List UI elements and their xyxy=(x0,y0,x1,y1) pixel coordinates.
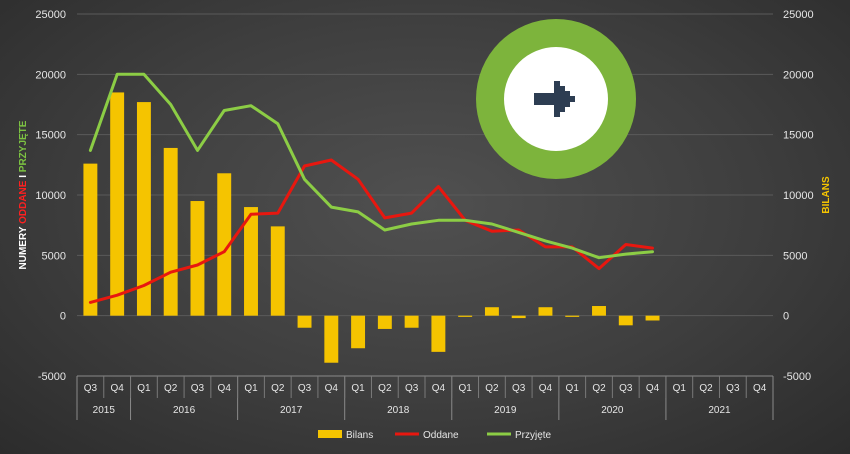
right-tick-label: 5000 xyxy=(783,250,807,262)
bilans-bar xyxy=(511,315,526,319)
bilans-bar xyxy=(163,147,178,316)
bilans-bar xyxy=(110,92,125,316)
quarter-label: Q3 xyxy=(512,383,526,394)
quarter-label: Q4 xyxy=(753,383,767,394)
quarter-label: Q4 xyxy=(325,383,339,394)
quarter-label: Q1 xyxy=(244,383,258,394)
right-axis-title: BILANS xyxy=(821,176,832,214)
right-tick-label: 20000 xyxy=(783,69,814,81)
bilans-bar xyxy=(458,315,473,317)
legend: Bilans Oddane Przyjęte xyxy=(318,430,552,441)
year-label: 2016 xyxy=(173,405,196,416)
left-axis-title-part: ODDANE xyxy=(18,180,29,224)
bilans-bar xyxy=(351,315,366,349)
left-tick-label: 25000 xyxy=(35,9,66,21)
legend-label: Przyjęte xyxy=(515,430,552,441)
right-tick-label: 15000 xyxy=(783,130,814,142)
left-axis-title: NUMERY ODDANE I PRZYJĘTE xyxy=(18,120,29,269)
bilans-bar xyxy=(484,307,499,316)
bilans-bar xyxy=(324,315,339,363)
quarter-label: Q2 xyxy=(592,383,606,394)
lines xyxy=(88,72,654,304)
legend-label: Oddane xyxy=(423,430,459,441)
left-tick-label: -5000 xyxy=(38,371,66,383)
quarter-label: Q3 xyxy=(619,383,633,394)
grid xyxy=(77,13,773,377)
year-label: 2019 xyxy=(494,405,517,416)
right-tick-label: 10000 xyxy=(783,190,814,202)
bilans-bar xyxy=(645,315,660,321)
left-tick-label: 15000 xyxy=(35,130,66,142)
bilans-bar xyxy=(538,307,553,316)
bilans-bar xyxy=(244,207,258,316)
quarter-label: Q1 xyxy=(566,383,580,394)
series-line-oddane xyxy=(88,158,654,304)
quarter-label: Q2 xyxy=(271,383,285,394)
bilans-bar xyxy=(592,306,606,316)
year-label: 2017 xyxy=(280,405,303,416)
bilans-bar xyxy=(377,315,392,329)
quarter-label: Q4 xyxy=(646,383,660,394)
right-axis-ticks: -5000 0 5000 10000 15000 20000 25000 xyxy=(783,9,814,383)
legend-swatch-bilans xyxy=(318,430,342,438)
quarter-label: Q1 xyxy=(137,383,151,394)
year-label: 2018 xyxy=(387,405,410,416)
quarter-label: Q4 xyxy=(432,383,446,394)
quarter-label: Q2 xyxy=(485,383,499,394)
category-axis: Q3 Q4 Q1 Q2 Q3 Q4 Q1 Q2 Q3 Q4 Q1 Q2 Q3 Q4 Q1 Q2 Q3 Q4 Q1 Q2… xyxy=(76,375,774,420)
quarter-label: Q3 xyxy=(84,383,98,394)
bilans-bar xyxy=(136,102,151,316)
bilans-bar xyxy=(618,315,633,326)
year-label: 2020 xyxy=(601,405,624,416)
bilans-bar xyxy=(297,315,312,328)
bilans-bar xyxy=(83,163,98,316)
left-axis-ticks: -5000 0 5000 10000 15000 20000 25000 xyxy=(35,9,66,383)
arrow-right-icon xyxy=(534,81,575,117)
bilans-bar xyxy=(431,315,446,352)
bilans-bar xyxy=(270,226,285,316)
legend-label: Bilans xyxy=(346,430,373,441)
left-tick-label: 20000 xyxy=(35,69,66,81)
quarter-label: Q3 xyxy=(405,383,419,394)
quarter-label: Q1 xyxy=(673,383,687,394)
bilans-bars xyxy=(83,92,660,363)
left-tick-label: 0 xyxy=(60,311,66,323)
quarter-label: Q4 xyxy=(218,383,232,394)
quarter-label: Q3 xyxy=(726,383,740,394)
right-tick-label: -5000 xyxy=(783,371,811,383)
left-tick-label: 5000 xyxy=(42,250,66,262)
bilans-bar xyxy=(404,315,419,328)
bilans-bar xyxy=(565,315,580,317)
left-axis-title-part: NUMERY xyxy=(18,224,29,270)
left-axis-title-part: I xyxy=(18,172,29,180)
quarter-label: Q2 xyxy=(164,383,178,394)
quarter-label: Q1 xyxy=(458,383,472,394)
quarter-label: Q4 xyxy=(110,383,124,394)
left-tick-label: 10000 xyxy=(35,190,66,202)
quarter-label: Q3 xyxy=(191,383,205,394)
year-label: 2021 xyxy=(708,405,731,416)
series-line-przyjęte xyxy=(88,72,654,260)
quarter-label: Q2 xyxy=(378,383,392,394)
bilans-bar xyxy=(190,201,205,316)
left-axis-title-part: PRZYJĘTE xyxy=(18,120,29,172)
year-label: 2015 xyxy=(93,405,116,416)
logo xyxy=(476,19,636,179)
quarter-label: Q1 xyxy=(351,383,365,394)
right-tick-label: 0 xyxy=(783,311,789,323)
right-tick-label: 25000 xyxy=(783,9,814,21)
bilans-bar xyxy=(217,173,232,316)
quarter-label: Q2 xyxy=(699,383,713,394)
quarter-label: Q3 xyxy=(298,383,312,394)
quarter-label: Q4 xyxy=(539,383,553,394)
